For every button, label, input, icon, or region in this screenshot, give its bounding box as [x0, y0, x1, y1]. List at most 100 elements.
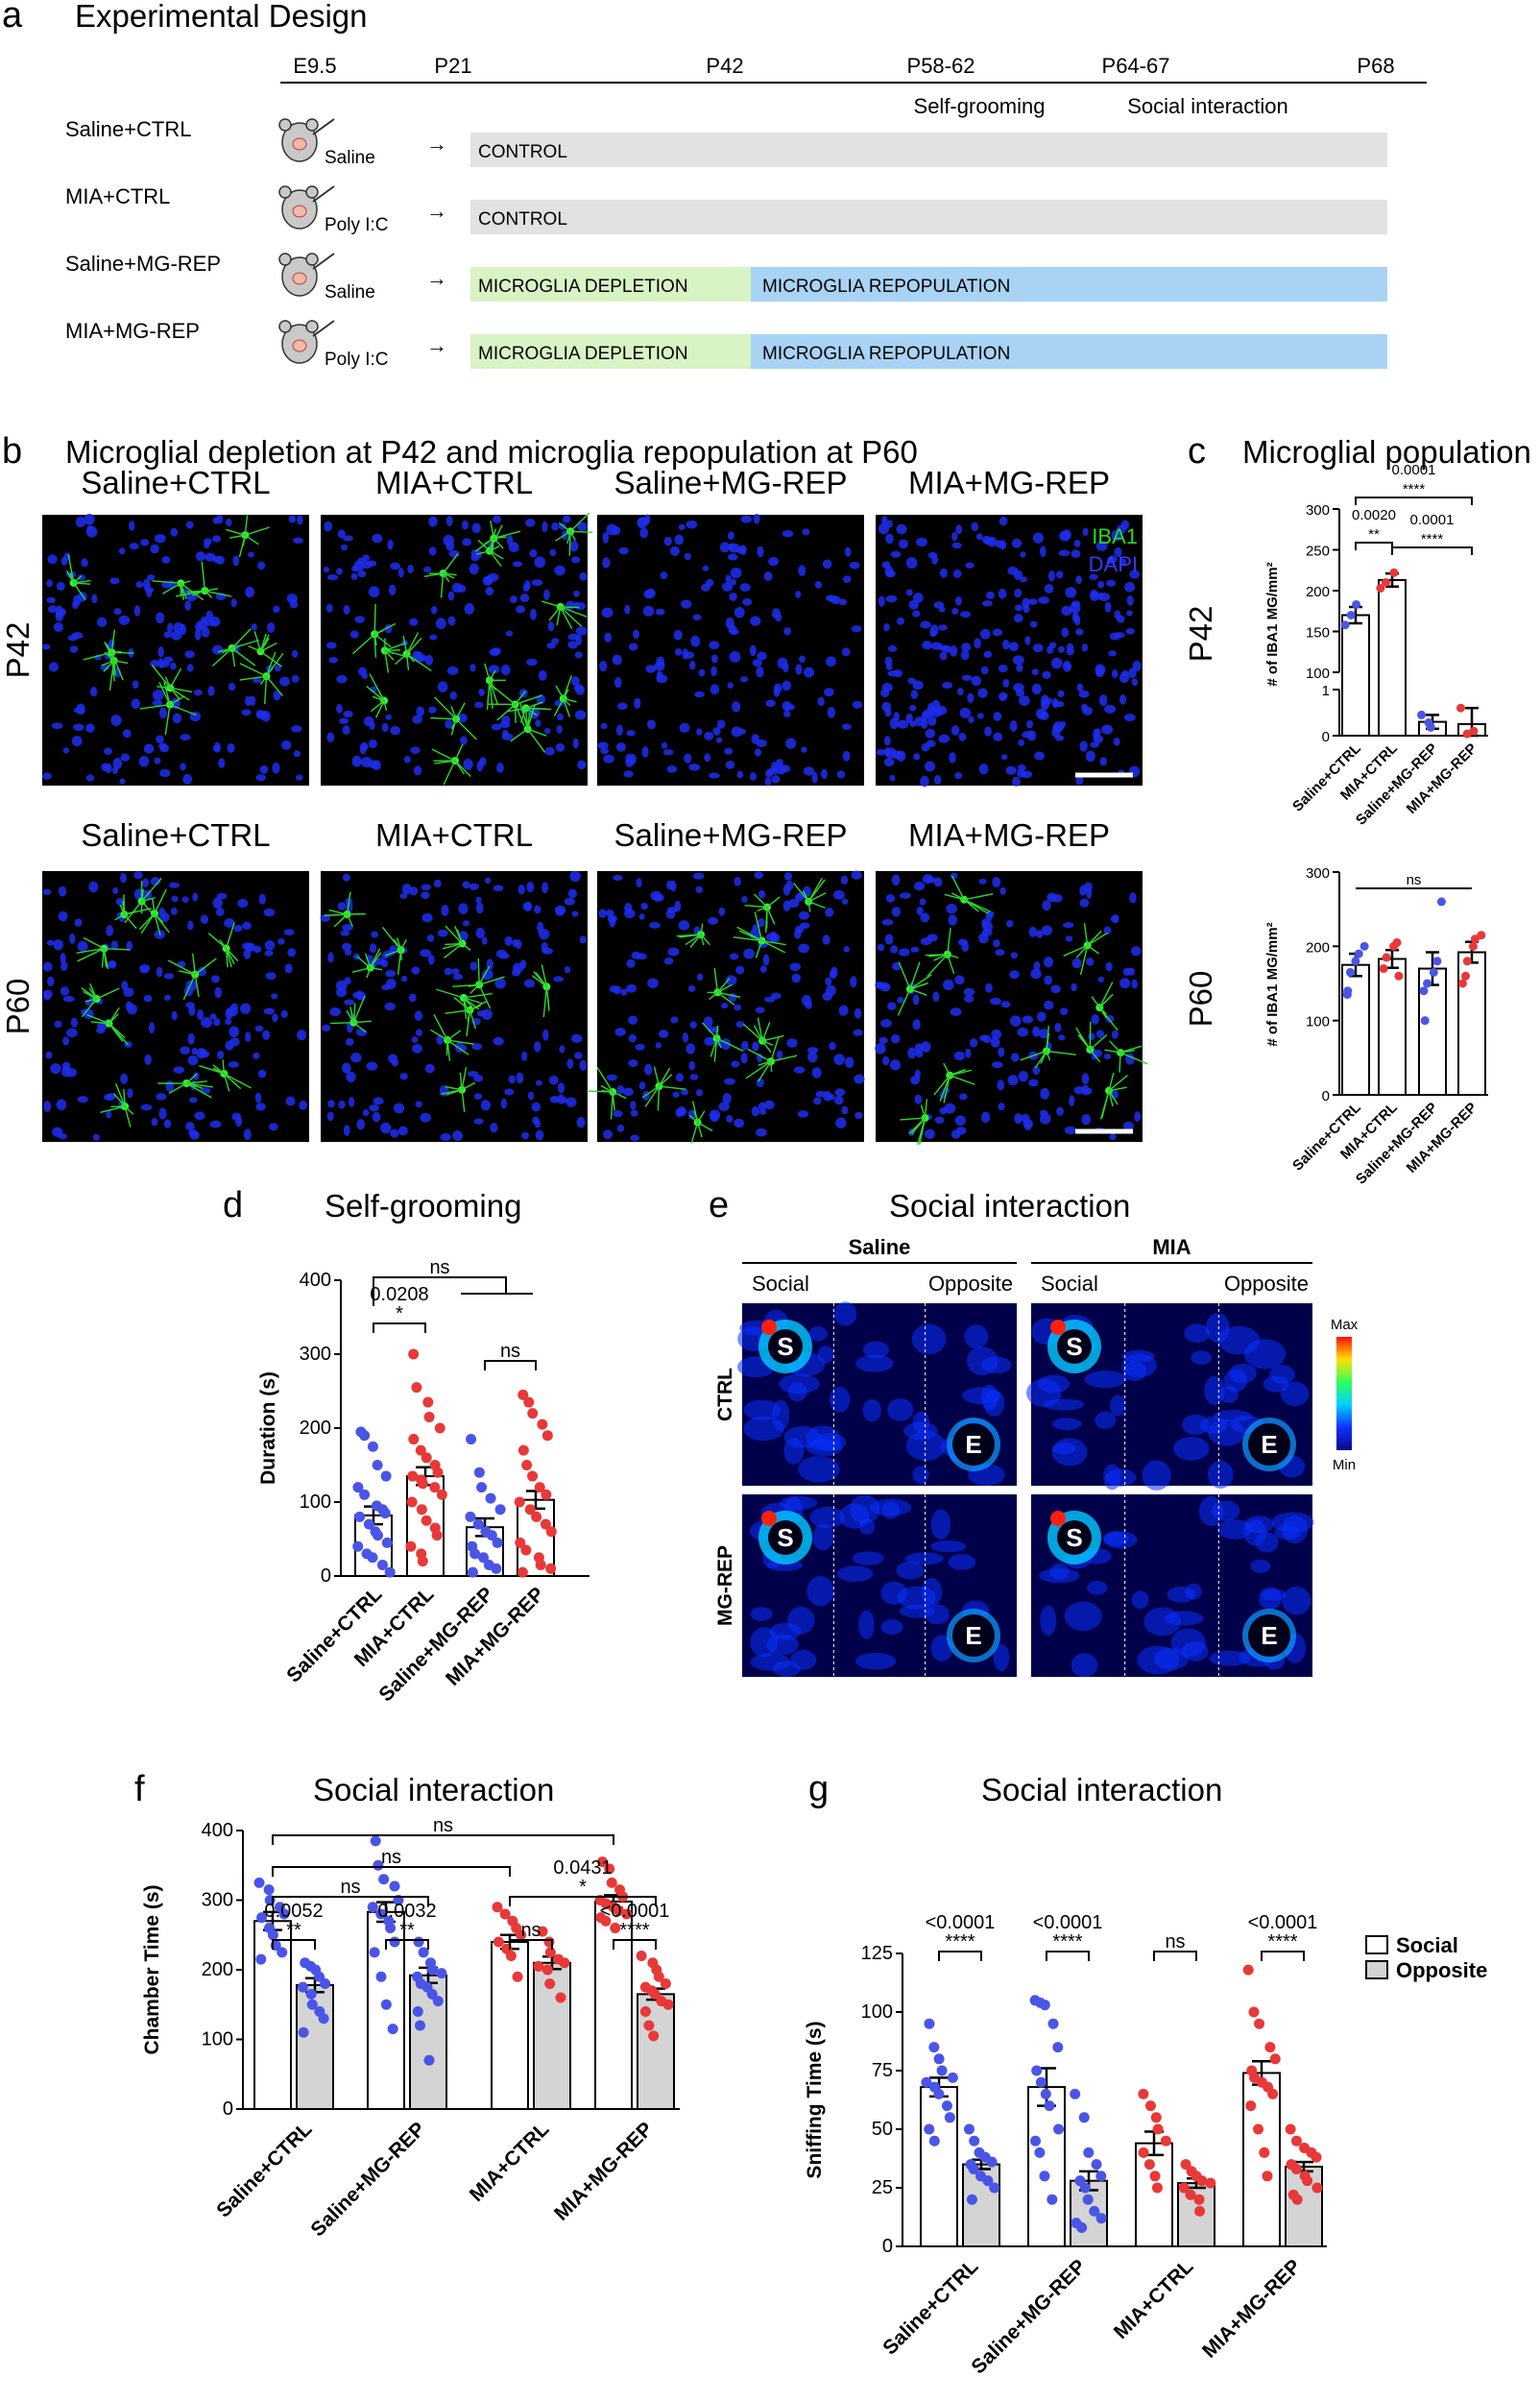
micrograph-column-label: Saline+MG-REP [614, 465, 847, 500]
dapi-nucleus [666, 764, 678, 773]
dapi-nucleus [609, 985, 618, 993]
data-point [1083, 2146, 1095, 2158]
dapi-nucleus [47, 554, 58, 565]
dapi-nucleus [192, 892, 199, 902]
scale-min: Min [1333, 1457, 1356, 1473]
data-point [472, 1518, 484, 1530]
dapi-nucleus [526, 881, 535, 893]
data-point [436, 1968, 447, 1979]
iba1-process [709, 991, 718, 1001]
dapi-nucleus [999, 694, 1007, 702]
dapi-nucleus [958, 1093, 968, 1101]
iba1-process [733, 936, 762, 942]
dapi-nucleus [835, 1117, 847, 1128]
iba1-process [223, 1073, 242, 1090]
heatmap-blob [966, 1346, 999, 1376]
dapi-nucleus [1129, 892, 1137, 904]
cup-empty [952, 1423, 995, 1466]
data-point [524, 1504, 536, 1516]
iba1-process [515, 694, 542, 706]
dapi-nucleus [890, 550, 902, 558]
micrograph-column-label: MIA+CTRL [375, 817, 533, 853]
heatmap-blob [854, 1652, 897, 1670]
data-point [1095, 2213, 1107, 2224]
iba1-process [346, 913, 353, 927]
iba1-process [947, 928, 951, 955]
dapi-nucleus [749, 644, 757, 657]
dapi-nucleus [1018, 1070, 1028, 1082]
dapi-nucleus [979, 628, 991, 640]
data-point [1242, 1964, 1254, 1976]
dapi-nucleus [127, 1088, 133, 1099]
dapi-nucleus [493, 1036, 504, 1046]
dapi-nucleus [639, 527, 649, 539]
dapi-nucleus [565, 1097, 577, 1107]
dapi-nucleus [751, 1105, 760, 1117]
dapi-nucleus [88, 881, 99, 893]
dapi-nucleus [678, 523, 686, 531]
micrograph-image [42, 871, 309, 1142]
iba1-process [373, 622, 397, 636]
data-point [408, 1348, 420, 1360]
dapi-nucleus [138, 755, 150, 767]
significance-stars: ** [399, 1920, 415, 1941]
dapi-nucleus [1123, 714, 1136, 721]
dapi-nucleus [887, 670, 899, 677]
data-point [352, 1482, 364, 1493]
dapi-nucleus [240, 1003, 252, 1014]
heatmap-blob [750, 1607, 773, 1621]
iba1-process [519, 708, 527, 723]
data-point [436, 1489, 447, 1500]
dapi-nucleus [804, 667, 815, 678]
dapi-nucleus [512, 561, 523, 568]
chamber-label-opposite: Opposite [1224, 1272, 1309, 1296]
dapi-nucleus [193, 1072, 200, 1080]
dapi-nucleus [851, 625, 862, 633]
data-point [600, 1915, 612, 1927]
dapi-nucleus [782, 529, 794, 538]
iba1-process [164, 676, 171, 689]
iba1-process [430, 1029, 448, 1041]
iba1-process [384, 649, 401, 652]
iba1-process [194, 974, 200, 998]
dapi-nucleus [133, 605, 141, 617]
significance-stars: ns [340, 1877, 360, 1898]
iba1-process [138, 912, 156, 931]
data-point [305, 1988, 317, 2000]
data-point [406, 1496, 418, 1508]
syringe-icon [312, 253, 335, 270]
iba1-process [466, 1009, 471, 1036]
data-point [660, 1978, 671, 1989]
data-point [636, 1951, 647, 1961]
iba1-process [755, 940, 763, 958]
dapi-nucleus [667, 947, 680, 957]
dapi-nucleus [55, 605, 63, 618]
heatmap-blob [1131, 1590, 1149, 1610]
dapi-nucleus [1134, 1111, 1142, 1123]
iba1-process [492, 538, 495, 554]
dapi-nucleus [284, 963, 293, 974]
dapi-nucleus [833, 1054, 845, 1065]
iba1-process [563, 697, 571, 707]
dapi-nucleus [914, 1094, 923, 1104]
dapi-nucleus [1090, 589, 1098, 599]
dapi-nucleus [1040, 546, 1047, 558]
dapi-nucleus [967, 692, 975, 704]
iba1-process [569, 530, 576, 541]
iba1-process [526, 718, 530, 730]
dapi-nucleus [142, 889, 149, 899]
panel-label-b: b [2, 431, 22, 472]
dapi-nucleus [696, 728, 703, 736]
dapi-nucleus [493, 885, 504, 892]
mouse-icon [278, 185, 335, 230]
y-tick-label: 100 [861, 2001, 893, 2023]
significance-bracket [272, 1834, 614, 1845]
dapi-nucleus [955, 524, 963, 535]
dapi-nucleus [1075, 575, 1082, 584]
y-tick-label: 125 [861, 1943, 893, 1964]
data-point [376, 1559, 388, 1570]
data-point [426, 1988, 438, 2000]
significance-stars: **** [945, 1931, 975, 1952]
dapi-nucleus [97, 617, 108, 628]
data-point [277, 1947, 288, 1958]
